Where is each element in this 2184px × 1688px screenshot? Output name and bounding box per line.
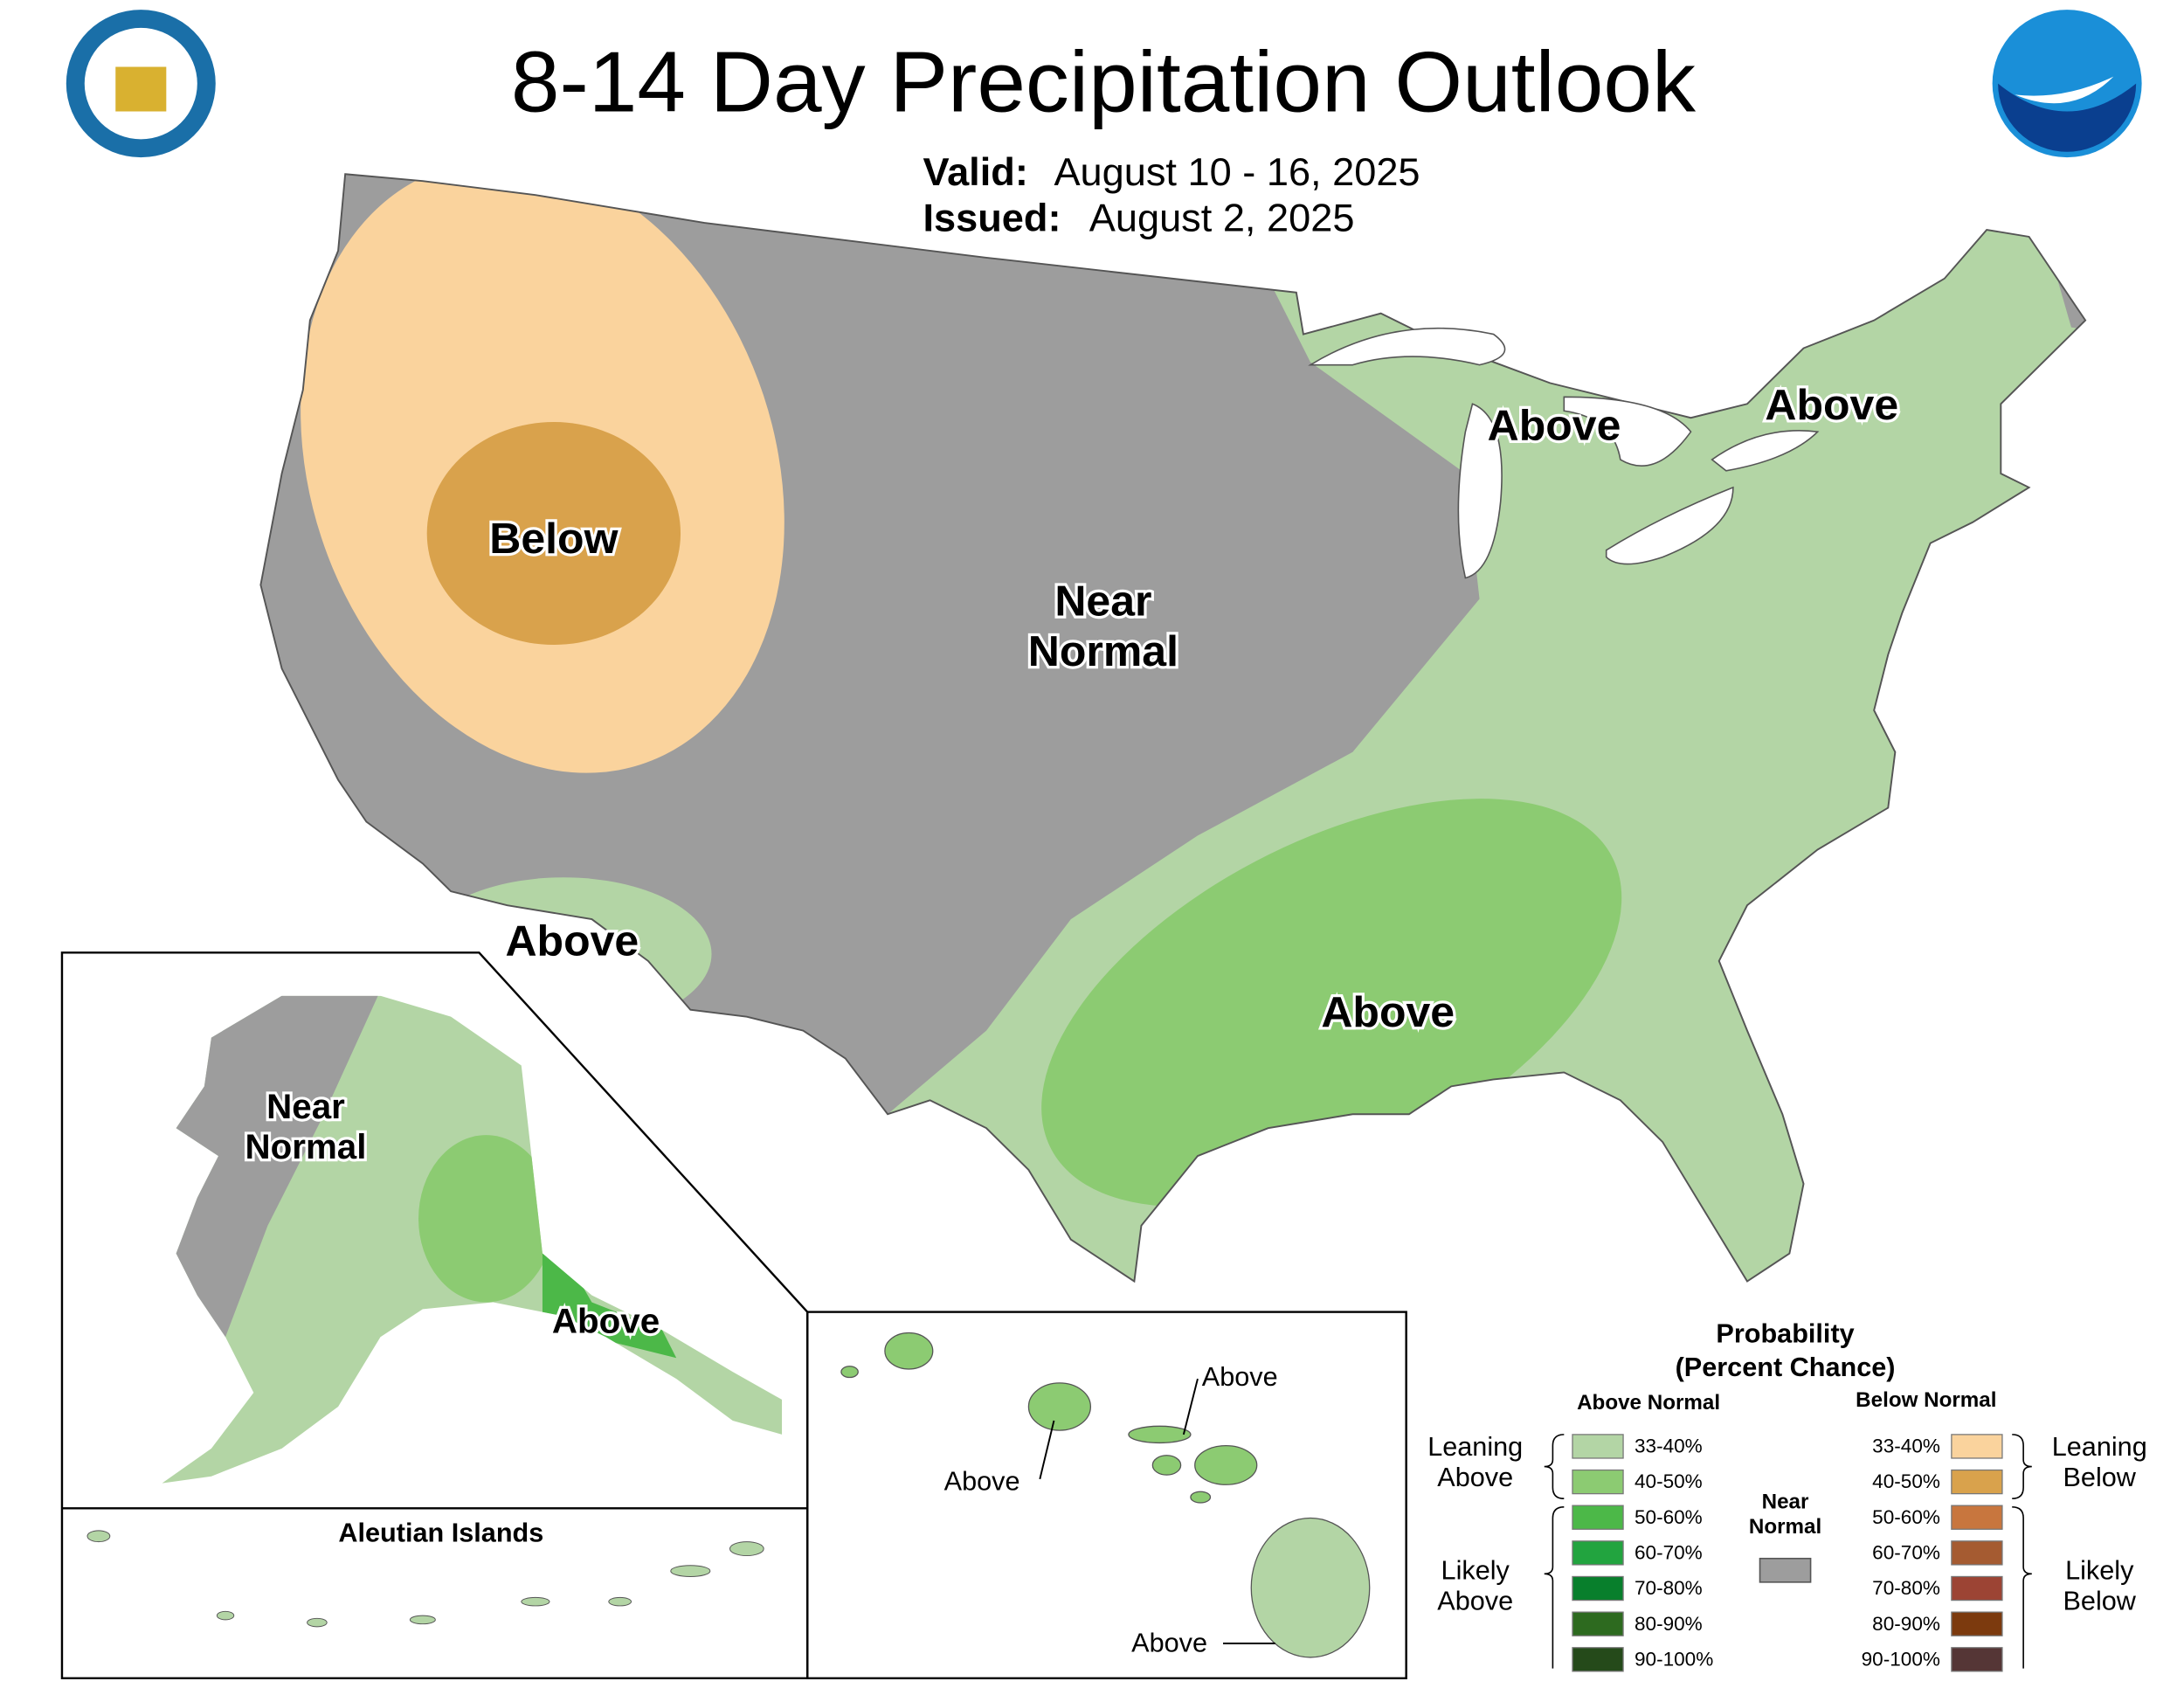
- map-label: Below: [489, 514, 619, 563]
- legend-label: 40-50%: [1635, 1470, 1703, 1492]
- legend-label: 80-90%: [1635, 1613, 1703, 1635]
- legend-group: Leaning Below: [2052, 1432, 2147, 1492]
- legend-label: 33-40%: [1635, 1435, 1703, 1457]
- legend-swatch: [1572, 1540, 1624, 1566]
- legend-label: 40-50%: [1872, 1470, 1940, 1492]
- legend-label: 33-40%: [1872, 1435, 1940, 1457]
- legend-group: Leaning Above: [1427, 1432, 1523, 1492]
- legend-label: 60-70%: [1872, 1542, 1940, 1564]
- map-label: Above: [1321, 987, 1455, 1036]
- below-40-west: [426, 422, 681, 646]
- legend-group: Likely Above: [1437, 1556, 1513, 1616]
- legend-swatch: [1572, 1611, 1624, 1636]
- legend-header: Below Normal: [1856, 1388, 1996, 1412]
- alaska: [162, 995, 783, 1484]
- hawaii-islands: [840, 1332, 1371, 1658]
- legend-title: Probability (Percent Chance): [1676, 1319, 1896, 1382]
- legend-header: Above Normal: [1577, 1391, 1720, 1415]
- aleutian-islands: [86, 1530, 764, 1628]
- legend-label: 80-90%: [1872, 1613, 1940, 1635]
- map-label: Above: [1765, 380, 1898, 429]
- legend-braces: [1544, 1434, 2032, 1669]
- hawaii-leaders: [1039, 1378, 1275, 1644]
- aleutian-title: Aleutian Islands: [338, 1519, 543, 1548]
- legend-swatch: [1951, 1469, 2003, 1495]
- legend-label: 70-80%: [1635, 1577, 1703, 1599]
- map-label: Above: [944, 1467, 1020, 1497]
- legend-label: 90-100%: [1862, 1649, 1940, 1671]
- legend-near-label: Near Normal: [1749, 1490, 1821, 1539]
- hawaii-labels: Above Above Above: [944, 1362, 1278, 1657]
- valid-dates: August 10 - 16, 2025: [1054, 149, 1420, 194]
- alaska-above-40: [418, 1135, 554, 1303]
- legend-swatch: [1572, 1469, 1624, 1495]
- legend-label: 50-60%: [1635, 1506, 1703, 1528]
- valid-label: Valid:: [923, 149, 1027, 194]
- legend-swatch: [1951, 1647, 2003, 1672]
- map-label: Above: [552, 1303, 660, 1341]
- doc-seal: [66, 10, 216, 158]
- legend-label: 90-100%: [1635, 1649, 1713, 1671]
- legend-swatch: [1572, 1647, 1624, 1672]
- issued-label: Issued:: [923, 196, 1061, 240]
- legend-label: 60-70%: [1635, 1542, 1703, 1564]
- great-lakes: [1308, 327, 1820, 579]
- legend-label: 50-60%: [1872, 1506, 1940, 1528]
- legend-swatch: [1572, 1434, 1624, 1459]
- legend-swatch: [1951, 1575, 2003, 1602]
- map-label: Above: [1131, 1629, 1207, 1658]
- legend-label: 70-80%: [1872, 1577, 1940, 1599]
- legend-swatch: [1759, 1557, 1812, 1583]
- legend-swatch: [1951, 1540, 2003, 1566]
- legend-swatch: [1951, 1611, 2003, 1636]
- legend: Probability (Percent Chance) Above Normal…: [1427, 1319, 2147, 1672]
- above-40-south: [1041, 799, 1622, 1207]
- map-label: Near Normal: [245, 1088, 367, 1166]
- legend-swatch: [1572, 1505, 1624, 1530]
- title: 8-14 Day Precipitation Outlook: [511, 34, 1696, 130]
- map-label: Near Normal: [1028, 577, 1178, 675]
- legend-swatch: [1951, 1505, 2003, 1530]
- hawaii-inset-frame: [805, 1311, 1407, 1680]
- legend-group: Likely Below: [2063, 1556, 2137, 1616]
- noaa-logo: [1992, 10, 2142, 158]
- legend-swatch: [1951, 1434, 2003, 1459]
- issued-date: August 2, 2025: [1089, 196, 1355, 240]
- map-label: Above: [1488, 401, 1621, 450]
- map-label: Above: [505, 917, 639, 965]
- map-label: Above: [1202, 1362, 1278, 1392]
- legend-swatch: [1572, 1575, 1624, 1602]
